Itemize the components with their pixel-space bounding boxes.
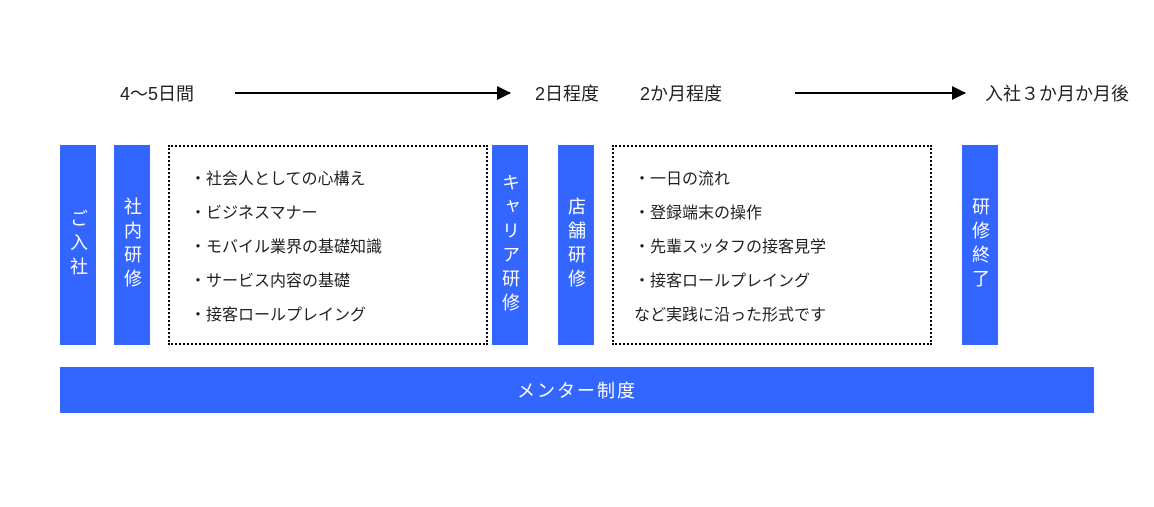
timeline-label-3: 2か月程度 [640,80,722,106]
timeline-label-1: 4～5日間 [120,80,194,106]
list-item: ・接客ロールプレイング [190,301,466,325]
timeline-label-4: 入社３か月か月後 [985,80,1135,106]
stage-entry: ご入社 [60,145,96,345]
stage-store-training: 店舗研修 [558,145,594,345]
content-box-internal: ・社会人としての心構え ・ビジネスマナー ・モバイル業界の基礎知識 ・サービス内… [168,145,488,345]
stages-row: ご入社 社内研修 ・社会人としての心構え ・ビジネスマナー ・モバイル業界の基礎… [60,145,1094,345]
stage-end: 研修終了 [962,145,998,345]
list-item: ・一日の流れ [634,165,910,189]
list-item: ・社会人としての心構え [190,165,466,189]
timeline-label-2: 2日程度 [535,80,599,106]
timeline-arrow-1 [235,92,510,94]
stage-internal-training: 社内研修 [114,145,150,345]
list-item: ・モバイル業界の基礎知識 [190,233,466,257]
list-item: ・サービス内容の基礎 [190,267,466,291]
content-box-store: ・一日の流れ ・登録端末の操作 ・先輩スッタフの接客見学 ・接客ロールプレイング… [612,145,932,345]
footer-mentor: メンター制度 [60,367,1094,413]
list-item: ・先輩スッタフの接客見学 [634,233,910,257]
list-item: ・登録端末の操作 [634,199,910,223]
list-item: ・接客ロールプレイング [634,267,910,291]
list-item: など実践に沿った形式です [634,301,910,325]
list-item: ・ビジネスマナー [190,199,466,223]
timeline-row: 4～5日間 2日程度 2か月程度 入社３か月か月後 [60,80,1094,120]
timeline-arrow-2 [795,92,965,94]
stage-career-training: キャリア研修 [492,145,528,345]
